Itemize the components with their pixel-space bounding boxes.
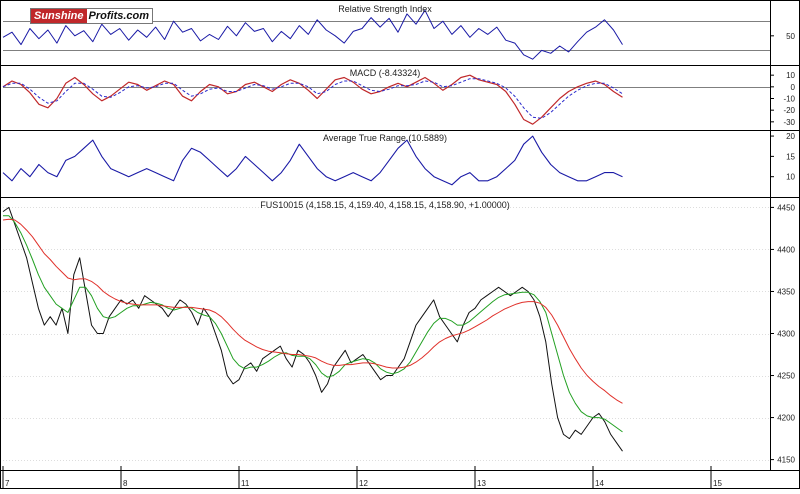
xtick-label: 15 bbox=[713, 479, 722, 488]
price-ytick-label: 4350 bbox=[777, 287, 795, 296]
series-lines bbox=[2, 9, 623, 452]
atr-ytick-label: 15 bbox=[786, 152, 795, 161]
macd-ytick-label: -30 bbox=[783, 118, 795, 127]
xtick-label: 13 bbox=[477, 479, 486, 488]
macd-series-0 bbox=[2, 74, 623, 125]
macd-ytick-label: -10 bbox=[783, 95, 795, 104]
atr-series-0 bbox=[2, 135, 623, 186]
logo: Sunshine Profits.com bbox=[30, 8, 154, 24]
price-ytick-label: 4400 bbox=[777, 245, 795, 254]
gridlines bbox=[3, 21, 770, 461]
rsi-series-0 bbox=[2, 9, 623, 60]
price-ytick-label: 4200 bbox=[777, 414, 795, 423]
atr-ytick-label: 20 bbox=[786, 132, 795, 141]
xtick-label: 11 bbox=[241, 479, 250, 488]
macd-ytick-label: -20 bbox=[783, 106, 795, 115]
xtick-label: 14 bbox=[595, 479, 604, 488]
price-title: FUS10015 (4,158.15, 4,159.40, 4,158.15, … bbox=[260, 200, 509, 210]
xtick-label: 8 bbox=[123, 479, 128, 488]
price-ytick-label: 4150 bbox=[777, 456, 795, 465]
rsi-title: Relative Strength Index bbox=[338, 4, 432, 14]
macd-ytick-label: 10 bbox=[786, 71, 795, 80]
xtick-label: 7 bbox=[5, 479, 10, 488]
price-ytick-label: 4300 bbox=[777, 330, 795, 339]
macd-ytick-label: 0 bbox=[791, 83, 796, 92]
rsi-ytick-label: 50 bbox=[786, 32, 795, 41]
price-ytick-label: 4450 bbox=[777, 203, 795, 212]
macd-series-1 bbox=[2, 78, 623, 119]
atr-title: Average True Range (10.5889) bbox=[323, 133, 447, 143]
panel-titles: Relative Strength Index MACD (-8.43324) Av… bbox=[260, 4, 509, 210]
price-series-0 bbox=[2, 206, 623, 452]
price-ytick-label: 4250 bbox=[777, 372, 795, 381]
price-series-2 bbox=[2, 218, 623, 404]
xtick-label: 12 bbox=[359, 479, 368, 488]
price-series-1 bbox=[3, 215, 623, 433]
macd-title: MACD (-8.43324) bbox=[350, 68, 421, 78]
tick-labels: 50 10 0 -10 -20 -30 20 15 10 4450 4400 4350 4300 4250… bbox=[2, 32, 796, 489]
atr-ytick-label: 10 bbox=[786, 173, 795, 182]
logo-part2: Profits.com bbox=[88, 10, 150, 22]
logo-part1: Sunshine bbox=[31, 9, 87, 23]
